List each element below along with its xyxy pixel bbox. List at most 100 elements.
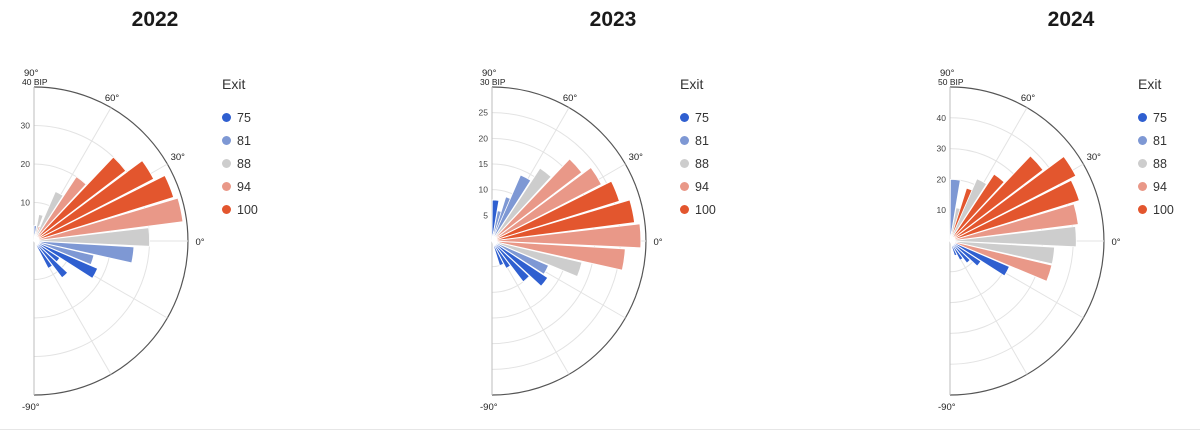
legend-item-75[interactable]: 75: [222, 106, 258, 129]
legend-dot-icon: [1138, 113, 1147, 122]
radial-tick-label: 20: [21, 159, 31, 169]
bar-exit-75: [33, 240, 61, 263]
legend-item-100[interactable]: 100: [680, 198, 716, 221]
bar-exit-94: [491, 158, 583, 242]
bar-exit-81: [491, 174, 532, 242]
bar-exit-100: [491, 199, 635, 242]
legend-title: Exit: [1138, 76, 1162, 92]
angle-label: 90°: [482, 68, 497, 79]
bar-exit-75: [491, 240, 549, 287]
angle-label: 30°: [171, 152, 186, 163]
grid-spoke: [949, 240, 1028, 375]
bar-exit-75: [949, 240, 971, 264]
bar-exit-75: [949, 240, 1010, 277]
bar-exit-75: [949, 240, 964, 261]
radial-tick-label: 10: [479, 185, 489, 195]
bar-exit-75: [491, 240, 511, 269]
legend-dot-icon: [1138, 205, 1147, 214]
legend-label: 100: [1153, 202, 1174, 217]
angle-label: 60°: [563, 93, 578, 104]
legend-dot-icon: [222, 159, 231, 168]
radial-tick-label: 10: [21, 198, 31, 208]
bar-exit-100: [33, 160, 155, 242]
legend-label: 94: [695, 179, 709, 194]
bars: [33, 156, 184, 279]
legend-dot-icon: [680, 113, 689, 122]
bar-exit-100: [491, 180, 620, 242]
legend-item-75[interactable]: 75: [1138, 106, 1174, 129]
bar-exit-94: [949, 240, 1053, 282]
legend-item-100[interactable]: 100: [222, 198, 258, 221]
legend-dot-icon: [1138, 159, 1147, 168]
bar-exit-100: [949, 155, 1077, 242]
legend-item-94[interactable]: 94: [222, 175, 258, 198]
radial-tick-label: 25: [479, 108, 489, 118]
legend-label: 81: [1153, 133, 1167, 148]
legend: Exit 75 81 88 94 100: [680, 76, 716, 221]
bar-exit-94: [491, 223, 642, 249]
bars: [491, 158, 642, 287]
legend-dot-icon: [680, 159, 689, 168]
bar-exit-75: [33, 240, 99, 279]
chart-panel-2023: 2023 5 10 15 20 25 30 BIP 90° 60° 30° 0° -90° Exit…: [458, 0, 858, 432]
angle-label: 0°: [1111, 237, 1120, 248]
legend-label: 75: [695, 110, 709, 125]
bar-exit-81: [33, 240, 135, 264]
bar-exit-88: [949, 226, 1077, 248]
legend-label: 81: [237, 133, 251, 148]
legend-title: Exit: [680, 76, 704, 92]
bar-exit-75: [491, 240, 505, 266]
angle-label: 90°: [940, 68, 955, 79]
angle-label: -90°: [480, 402, 498, 413]
legend-dot-icon: [1138, 136, 1147, 145]
chart-title: 2024: [1047, 8, 1095, 31]
angle-label: 30°: [1087, 152, 1102, 163]
bar-exit-100: [949, 179, 1080, 242]
legend-item-94[interactable]: 94: [680, 175, 716, 198]
legend-item-81[interactable]: 81: [1138, 129, 1174, 152]
bar-exit-88: [491, 167, 552, 242]
legend-label: 81: [695, 133, 709, 148]
bar-exit-100: [33, 156, 127, 242]
legend-label: 88: [695, 156, 709, 171]
bar-exit-94: [33, 176, 87, 242]
legend-label: 100: [237, 202, 258, 217]
bar-exit-100: [33, 174, 175, 242]
legend-item-94[interactable]: 94: [1138, 175, 1174, 198]
radial-tick-label: 5: [483, 210, 488, 220]
legend-item-81[interactable]: 81: [680, 129, 716, 152]
radial-tick-label: 30: [21, 121, 31, 131]
legend-item-88[interactable]: 88: [222, 152, 258, 175]
angle-label: 60°: [1021, 93, 1036, 104]
legend-dot-icon: [222, 205, 231, 214]
bar-exit-75: [33, 240, 69, 279]
legend-dot-icon: [680, 136, 689, 145]
legend: Exit 75 81 88 94 100: [1138, 76, 1174, 221]
legend-label: 88: [1153, 156, 1167, 171]
bars: [949, 155, 1080, 282]
legend-label: 100: [695, 202, 716, 217]
legend-item-88[interactable]: 88: [1138, 152, 1174, 175]
legend: Exit 75 81 88 94 100: [222, 76, 258, 221]
legend-item-81[interactable]: 81: [222, 129, 258, 152]
bar-exit-88: [949, 178, 988, 242]
bar-exit-88: [491, 240, 583, 278]
radial-tick-label: 20: [937, 174, 947, 184]
legend-label: 94: [237, 179, 251, 194]
legend-dot-icon: [222, 136, 231, 145]
angle-label: 0°: [653, 237, 662, 248]
chart-panel-2024: 2024 10 20 30 40 50 BIP 90° 60° 30° 0° -90° Exit …: [916, 0, 1200, 432]
bar-exit-88: [33, 191, 64, 242]
bar-exit-94: [491, 240, 626, 271]
radial-max-label: 50 BIP: [938, 77, 964, 87]
legend-item-100[interactable]: 100: [1138, 198, 1174, 221]
bar-exit-81: [33, 240, 95, 266]
chart-title: 2022: [131, 8, 179, 31]
legend-label: 75: [237, 110, 251, 125]
radial-max-label: 40 BIP: [22, 77, 48, 87]
bar-exit-88: [33, 227, 150, 247]
bar-exit-75: [491, 240, 530, 283]
legend-item-75[interactable]: 75: [680, 106, 716, 129]
legend-item-88[interactable]: 88: [680, 152, 716, 175]
